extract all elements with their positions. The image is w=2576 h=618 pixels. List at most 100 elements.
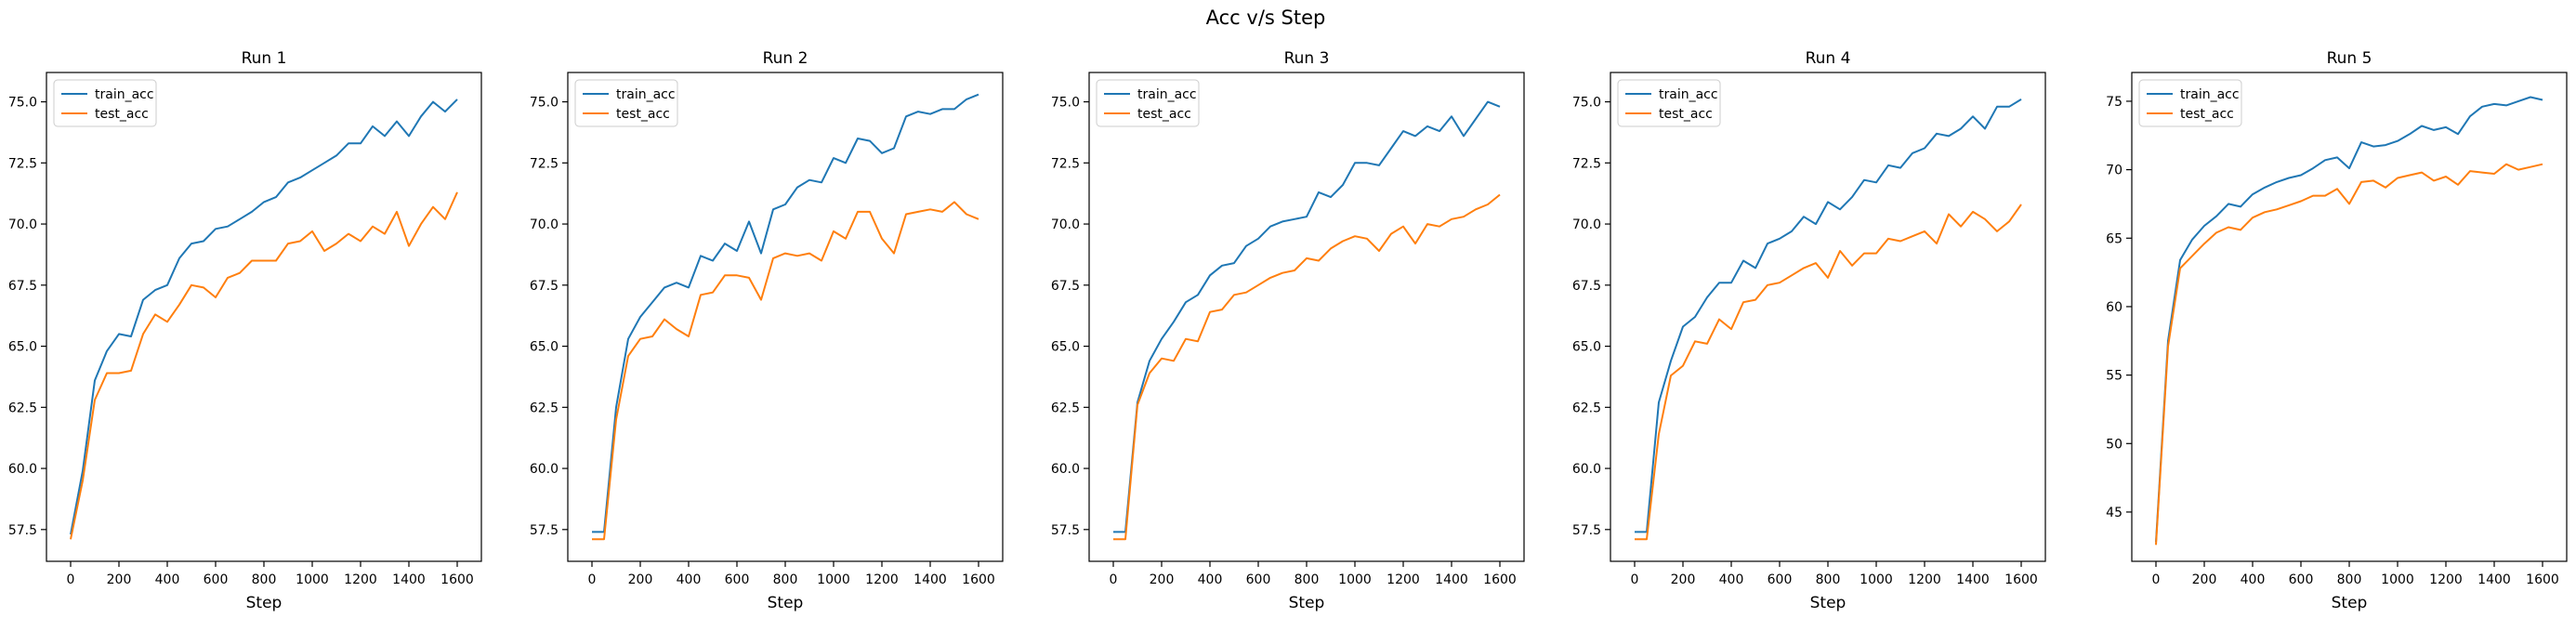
y-tick-label: 57.5 bbox=[530, 523, 559, 538]
x-tick-label: 200 bbox=[1671, 572, 1696, 587]
y-tick-label: 62.5 bbox=[1572, 401, 1601, 415]
y-tick-label: 60.0 bbox=[8, 462, 37, 477]
axes-frame bbox=[2131, 72, 2568, 562]
x-tick-label: 800 bbox=[1295, 572, 1320, 587]
subplot-run-2: Run 2 0 200 400 600 800 1000 1200 1400 1600 57.5 60… bbox=[530, 49, 1004, 612]
x-tick-label: 0 bbox=[67, 572, 75, 587]
y-tick-label: 70.0 bbox=[1051, 217, 1080, 232]
legend: train_acc test_acc bbox=[1096, 79, 1200, 127]
x-tick-label: 1000 bbox=[296, 572, 329, 587]
series-line-train-acc bbox=[2155, 96, 2543, 543]
x-tick-label: 200 bbox=[2192, 572, 2217, 587]
y-tick-label: 65.0 bbox=[8, 340, 37, 355]
x-tick-label: 1400 bbox=[2477, 572, 2511, 587]
legend-label: test_acc bbox=[2180, 107, 2234, 122]
x-tick-label: 600 bbox=[725, 572, 750, 587]
series-line-test-acc bbox=[1635, 204, 2022, 541]
x-tick-label: 600 bbox=[2289, 572, 2314, 587]
x-tick-label: 200 bbox=[628, 572, 653, 587]
x-tick-label: 1600 bbox=[440, 572, 474, 587]
series-line-test-acc bbox=[2155, 163, 2543, 546]
y-tick-label: 62.5 bbox=[8, 401, 37, 415]
x-tick-label: 1000 bbox=[1860, 572, 1893, 587]
x-tick-label: 1000 bbox=[1338, 572, 1372, 587]
legend-box bbox=[53, 79, 157, 127]
legend: train_acc test_acc bbox=[574, 79, 678, 127]
y-tick-label: 55 bbox=[2106, 369, 2123, 384]
x-tick-label: 1600 bbox=[2526, 572, 2559, 587]
x-tick-label: 1600 bbox=[962, 572, 995, 587]
legend-label: test_acc bbox=[1659, 107, 1713, 122]
x-tick-label: 1200 bbox=[865, 572, 899, 587]
x-tick-label: 0 bbox=[1110, 572, 1118, 587]
x-tick-label: 600 bbox=[204, 572, 229, 587]
x-tick-label: 200 bbox=[107, 572, 132, 587]
x-tick-label: 0 bbox=[588, 572, 597, 587]
legend-label: train_acc bbox=[616, 87, 676, 102]
y-tick-label: 70.0 bbox=[8, 217, 37, 232]
axes-frame bbox=[567, 72, 1004, 562]
y-tick-label: 60.0 bbox=[1051, 462, 1080, 477]
subplot-run-3: Run 3 0 200 400 600 800 1000 1200 1400 1600 57.5 60… bbox=[1051, 49, 1525, 612]
legend: train_acc test_acc bbox=[2138, 79, 2242, 127]
x-tick-label: 1200 bbox=[344, 572, 377, 587]
x-axis-label: Step bbox=[1289, 594, 1325, 612]
legend-label: train_acc bbox=[1659, 87, 1718, 102]
x-tick-label: 1400 bbox=[1956, 572, 1990, 587]
legend-label: train_acc bbox=[1137, 87, 1197, 102]
figure-title: Acc v/s Step bbox=[1206, 7, 1326, 29]
x-axis-label: Step bbox=[246, 594, 283, 612]
y-tick-label: 57.5 bbox=[1051, 523, 1080, 538]
y-tick-label: 62.5 bbox=[530, 401, 559, 415]
series-line-train-acc bbox=[70, 99, 458, 535]
axes-frame bbox=[1088, 72, 1525, 562]
y-tick-label: 70 bbox=[2106, 164, 2123, 178]
y-tick-label: 45 bbox=[2106, 506, 2123, 520]
y-tick-label: 72.5 bbox=[1572, 156, 1601, 171]
x-tick-label: 200 bbox=[1150, 572, 1175, 587]
y-tick-label: 62.5 bbox=[1051, 401, 1080, 415]
y-tick-label: 60.0 bbox=[1572, 462, 1601, 477]
legend: train_acc test_acc bbox=[53, 79, 157, 127]
y-tick-label: 75.0 bbox=[8, 96, 37, 111]
x-tick-label: 800 bbox=[1816, 572, 1841, 587]
y-tick-label: 72.5 bbox=[530, 156, 559, 171]
x-tick-label: 400 bbox=[2241, 572, 2266, 587]
x-tick-label: 1200 bbox=[1908, 572, 1941, 587]
x-tick-label: 800 bbox=[773, 572, 798, 587]
y-tick-label: 75 bbox=[2106, 95, 2123, 110]
legend-label: train_acc bbox=[2180, 87, 2240, 102]
x-tick-label: 1200 bbox=[1387, 572, 1420, 587]
x-tick-label: 400 bbox=[155, 572, 180, 587]
series-line-test-acc bbox=[1113, 193, 1501, 541]
x-tick-label: 1600 bbox=[2004, 572, 2038, 587]
x-tick-label: 0 bbox=[2152, 572, 2161, 587]
x-axis-label: Step bbox=[1810, 594, 1847, 612]
x-tick-label: 800 bbox=[2337, 572, 2362, 587]
y-tick-label: 57.5 bbox=[1572, 523, 1601, 538]
y-tick-label: 65 bbox=[2106, 231, 2123, 246]
series-line-test-acc bbox=[70, 191, 458, 540]
legend-label: test_acc bbox=[1137, 107, 1191, 122]
subplot-title: Run 5 bbox=[2327, 49, 2372, 68]
y-tick-label: 67.5 bbox=[8, 279, 37, 294]
x-axis-label: Step bbox=[2332, 594, 2368, 612]
legend-box bbox=[2138, 79, 2242, 127]
subplot-title: Run 1 bbox=[242, 49, 287, 68]
y-tick-label: 75.0 bbox=[1051, 96, 1080, 111]
x-tick-label: 600 bbox=[1246, 572, 1271, 587]
x-tick-label: 1000 bbox=[2381, 572, 2414, 587]
subplot-title: Run 3 bbox=[1284, 49, 1330, 68]
x-tick-label: 400 bbox=[1198, 572, 1223, 587]
legend-label: train_acc bbox=[95, 87, 154, 102]
x-tick-label: 0 bbox=[1631, 572, 1639, 587]
y-tick-label: 67.5 bbox=[1572, 279, 1601, 294]
legend-label: test_acc bbox=[616, 107, 670, 122]
y-tick-label: 70.0 bbox=[1572, 217, 1601, 232]
legend-box bbox=[574, 79, 678, 127]
axes-frame bbox=[46, 72, 482, 562]
y-tick-label: 60 bbox=[2106, 300, 2123, 315]
x-tick-label: 400 bbox=[677, 572, 702, 587]
y-tick-label: 72.5 bbox=[8, 156, 37, 171]
x-tick-label: 1200 bbox=[2429, 572, 2463, 587]
